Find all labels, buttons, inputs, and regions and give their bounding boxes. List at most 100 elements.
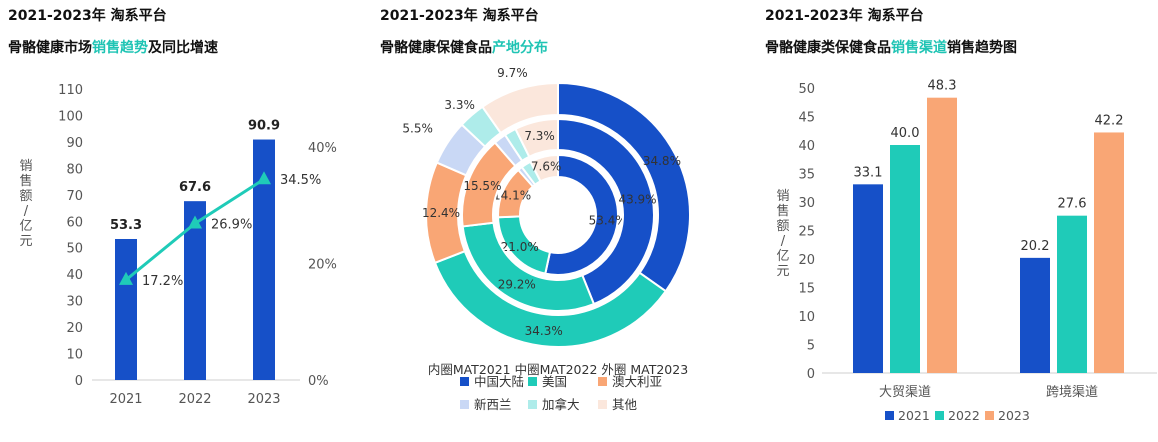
y-tick-label: 50 [66,242,83,257]
bar-跨境渠道-2023 [1094,132,1124,373]
donut-label: 29.2% [498,278,536,292]
y-tick-label: 15 [798,282,815,297]
donut-segment-其他 [529,153,559,183]
panel2-subtitle-highlight: 产地分布 [492,40,548,56]
panel1-title: 2021-2023年 淘系平台 [8,8,167,24]
legend-label: 澳大利亚 [612,374,662,389]
y-axis-label: 销售额/亿元 [776,189,789,279]
x-tick-label: 2023 [247,392,280,407]
y-tick-label: 100 [58,109,83,124]
panel3-subtitle-pre: 骨骼健康类保健食品 [765,40,891,56]
y-tick-label: 110 [58,83,83,98]
bar-2022 [184,201,206,380]
bar-跨境渠道-2021 [1020,257,1050,373]
x-tick-label: 大贸渠道 [879,385,931,400]
growth-point [257,171,271,185]
donut-label: 21.0% [501,240,539,254]
bar-2023 [253,139,275,380]
growth-label: 26.9% [211,217,252,232]
donut-label: 34.8% [643,154,681,168]
panel-origin-distribution: 2021-2023年 淘系平台 骨骼健康保健食品产地分布 53.4% 21.0% 1… [380,0,765,442]
legend-label: 2021 [898,408,930,423]
y-tick-label: 30 [66,295,83,310]
panel2-subtitle: 骨骼健康保健食品产地分布 [380,37,548,57]
legend-swatch [598,400,607,409]
y-tick-label: 40 [66,268,83,283]
donut-segment-中国大陆 [544,153,619,276]
legend-swatch [528,377,537,386]
bar-value-label: 90.9 [248,119,280,134]
legend-swatch [460,377,469,386]
legend-swatch [460,400,469,409]
y-tick-label: 70 [66,189,83,204]
legend-swatch [528,400,537,409]
donut-label: 12.4% [422,206,460,220]
bar-value-label: 27.6 [1058,197,1087,212]
bar-value-label: 20.2 [1021,239,1050,254]
donut-label: 14.1% [493,188,531,202]
legend-swatch [985,411,994,420]
y-tick-label: 50 [798,82,815,97]
legend-label: 中国大陆 [474,374,524,389]
y-tick-label: 0 [807,367,815,382]
bar-跨境渠道-2022 [1057,215,1087,373]
legend-label: 加拿大 [542,397,580,412]
bar-value-label: 42.2 [1095,113,1124,128]
donut-label: 9.7% [497,66,528,80]
legend-swatch [885,411,894,420]
donut-segment-其他 [514,117,559,159]
legend-swatch [935,411,944,420]
y-tick-label: 10 [66,348,83,363]
growth-point [188,215,202,229]
panel1-subtitle-post: 及同比增速 [148,40,218,56]
y-tick-label: 25 [798,225,815,240]
donut-label: 15.5% [463,179,501,193]
growth-point [119,271,133,285]
donut-label: 5.5% [402,122,433,136]
growth-label: 17.2% [142,274,183,289]
y-tick-label: 30 [798,196,815,211]
y2-tick-label: 0% [308,374,329,389]
y-tick-label: 5 [807,339,815,354]
panel-channel-trend: 2021-2023年 淘系平台 骨骼健康类保健食品销售渠道销售趋势图 0 5 10 1… [765,0,1158,442]
donut-label: 43.9% [618,193,656,207]
chart-sales-trend: 0 10 20 30 40 50 60 70 80 90 100 110 0% 20% 40% 销售额/亿元 5… [19,83,337,407]
panel3-title: 2021-2023年 淘系平台 [765,8,924,24]
panel3-subtitle-post: 销售趋势图 [947,40,1017,56]
panel3-subtitle: 骨骼健康类保健食品销售渠道销售趋势图 [765,37,1017,57]
bar-value-label: 48.3 [928,79,957,94]
y-tick-label: 80 [66,162,83,177]
legend-label: 2022 [948,408,980,423]
bar-大贸渠道-2023 [927,97,957,373]
donut-segment-中国大陆 [557,117,655,306]
growth-label: 34.5% [280,173,321,188]
legend-label: 新西兰 [474,397,512,412]
bar-value-label: 53.3 [110,218,142,233]
y2-tick-label: 20% [308,258,337,273]
y-axis-label: 销售额/亿元 [19,159,32,249]
donut-segment-其他 [481,81,559,135]
panel1-subtitle-pre: 骨骼健康市场 [8,40,92,56]
panel3-subtitle-highlight: 销售渠道 [891,40,947,56]
bar-2021 [115,238,137,380]
y-tick-label: 40 [798,139,815,154]
y-tick-label: 20 [798,253,815,268]
legend-swatch [598,377,607,386]
donut-label: 7.3% [524,129,555,143]
y2-tick-label: 40% [308,141,337,156]
chart-channel-bars: 0 5 10 15 20 25 30 35 40 45 50 销售额/亿元 33.1 40.0 48.3 大贸… [776,79,1157,423]
bar-value-label: 33.1 [854,165,883,180]
donut-label: 53.4% [589,213,627,227]
legend-label: 其他 [612,397,638,412]
panel2-subtitle-pre: 骨骼健康保健食品 [380,40,492,56]
y-tick-label: 60 [66,215,83,230]
panel1-subtitle: 骨骼健康市场销售趋势及同比增速 [8,37,218,57]
y-tick-label: 0 [75,374,83,389]
bar-value-label: 40.0 [891,126,920,141]
chart-origin-donut: 53.4% 21.0% 14.1% 7.6% 43.9% 29.2% 15.5% 7.3% 34… [402,66,691,412]
y-tick-label: 20 [66,321,83,336]
y-tick-label: 90 [66,136,83,151]
y-tick-label: 10 [798,310,815,325]
y-tick-label: 45 [798,111,815,126]
panel-sales-trend: 2021-2023年 淘系平台 骨骼健康市场销售趋势及同比增速 0 10 20 30 4… [0,0,380,442]
